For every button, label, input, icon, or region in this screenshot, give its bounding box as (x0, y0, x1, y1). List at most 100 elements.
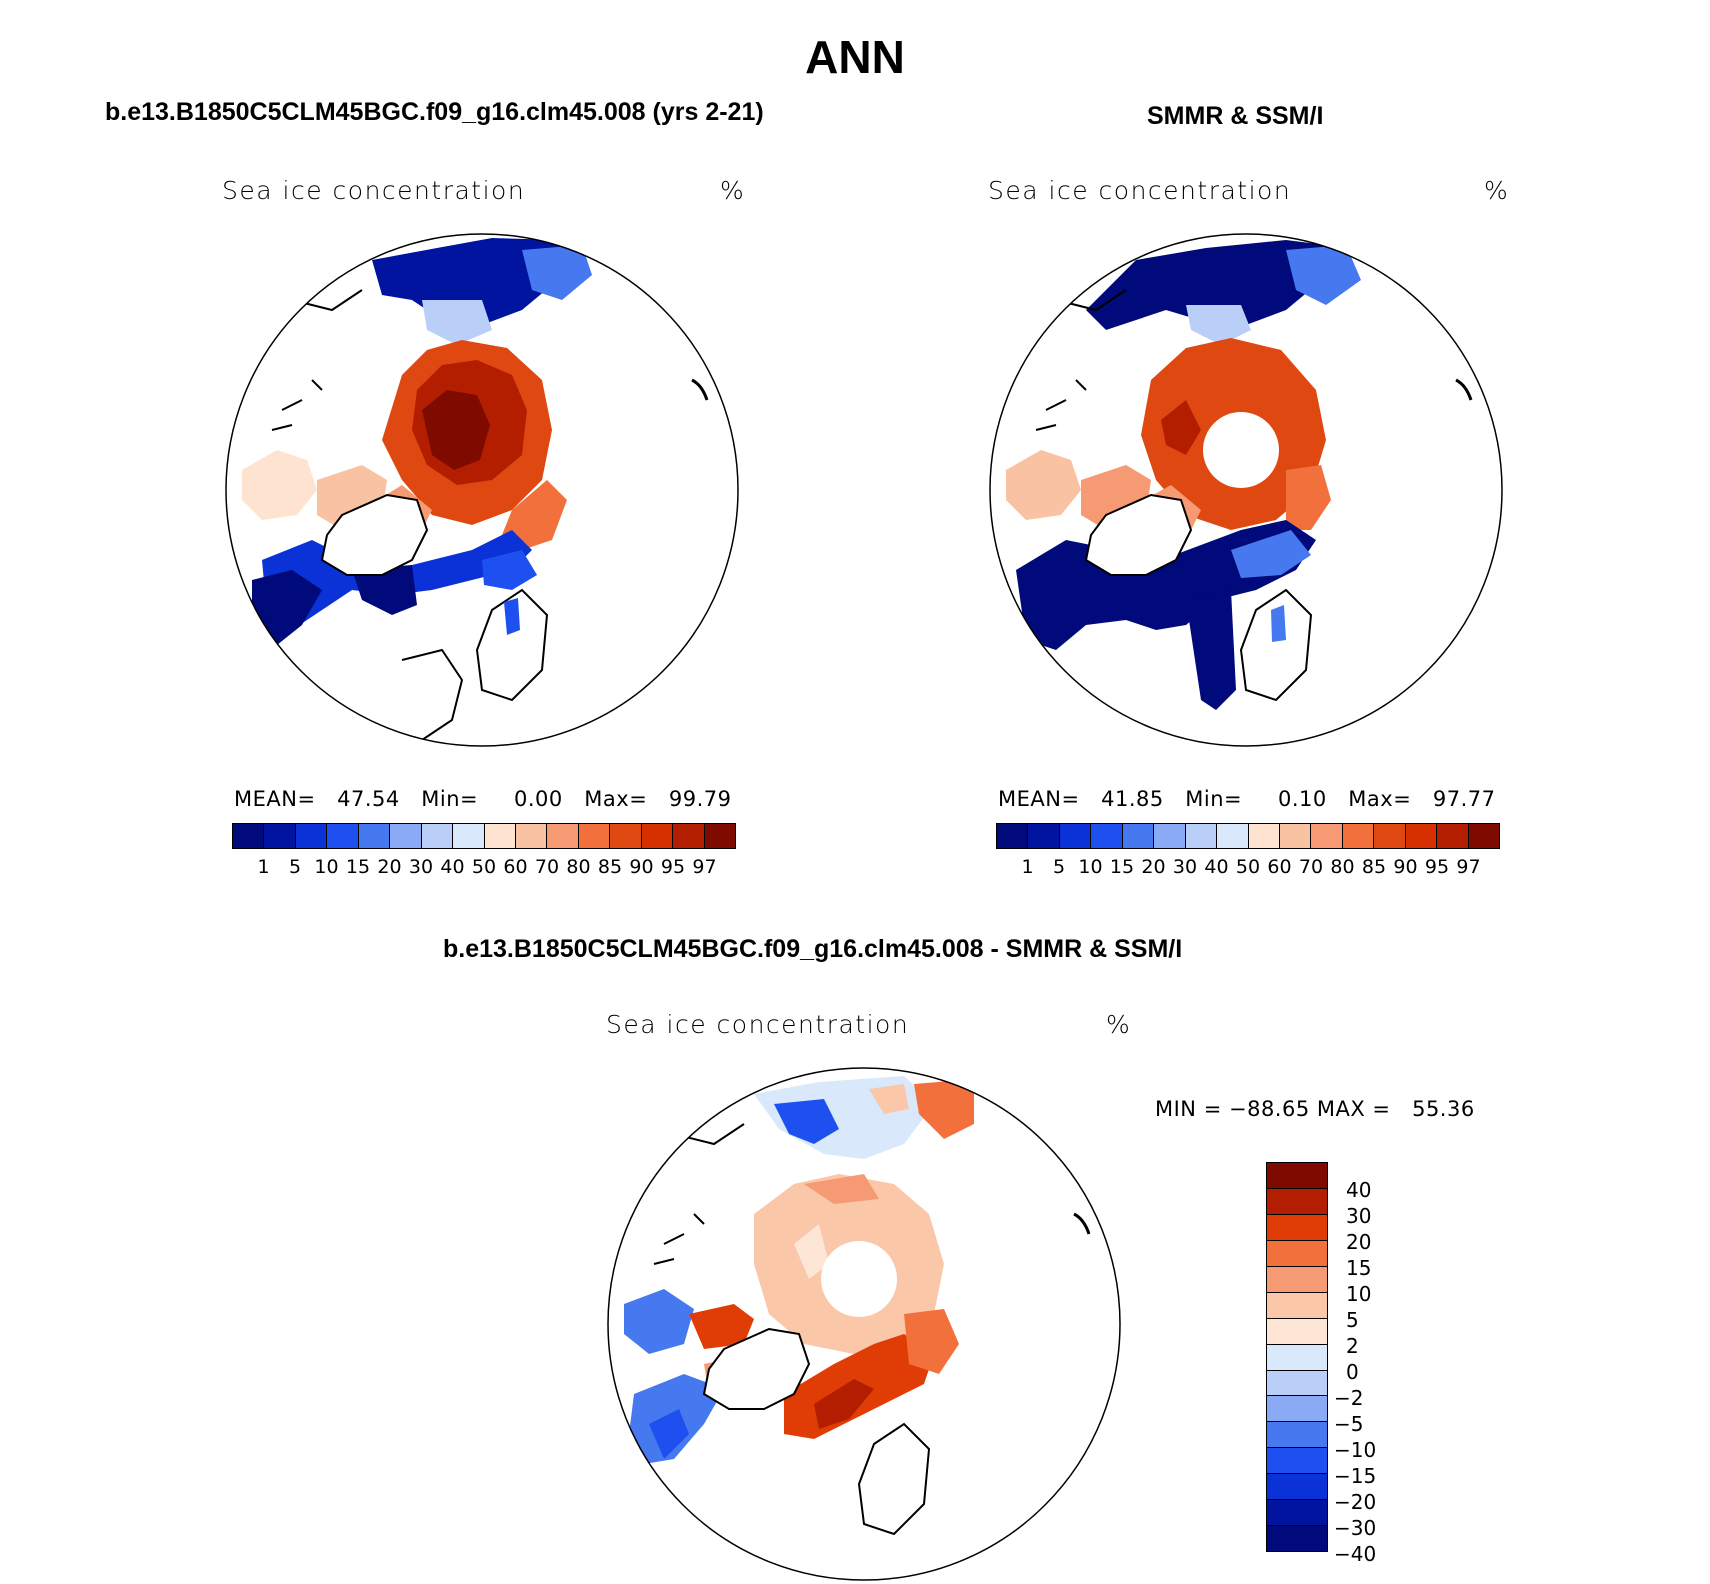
model-colorbar-cell (453, 824, 485, 848)
model-polar-map (225, 233, 739, 747)
diff-colorbar-tick-label: 2 (1346, 1334, 1359, 1358)
diff-colorbar-tick-label: −2 (1334, 1386, 1364, 1410)
model-colorbar-tick-label: 95 (660, 856, 686, 878)
diff-colorbar-cell (1267, 1500, 1327, 1527)
diff-variable-label: Sea ice concentration (606, 1010, 910, 1039)
obs-colorbar-ticks: 1 5 10 15 20 30 40 50 60 70 80 85 90 95 97 (996, 856, 1500, 880)
obs-colorbar-tick-label: 40 (1204, 856, 1229, 878)
diff-panel-title: b.e13.B1850C5CLM45BGC.f09_g16.clm45.008 … (443, 935, 1183, 963)
model-colorbar-tick-label: 10 (314, 856, 339, 878)
model-panel-title: b.e13.B1850C5CLM45BGC.f09_g16.clm45.008 … (105, 98, 764, 126)
diff-colorbar-cell (1267, 1526, 1327, 1552)
obs-colorbar-cell (1091, 824, 1123, 848)
obs-colorbar-tick-label: 80 (1330, 856, 1355, 878)
diff-colorbar-tick-label: 20 (1346, 1230, 1372, 1254)
model-colorbar-tick-label: 90 (629, 856, 654, 878)
model-colorbar-cell (295, 824, 328, 848)
obs-colorbar-tick-label: 90 (1393, 856, 1418, 878)
diff-colorbar-cell (1267, 1370, 1327, 1397)
diff-colorbar-ticks: 40 30 20 15 10 5 2 0 −2 −5 −10 −15 −20 −30 −40 (1334, 1162, 1414, 1566)
obs-colorbar-cell (1185, 824, 1218, 848)
diff-colorbar-tick-label: −10 (1334, 1438, 1377, 1462)
diff-colorbar-cell (1267, 1214, 1327, 1241)
diff-colorbar-tick-label: −40 (1334, 1542, 1377, 1566)
obs-colorbar-cell (1217, 824, 1249, 848)
obs-colorbar-tick-label: 10 (1078, 856, 1103, 878)
diff-colorbar-tick-label: 0 (1346, 1360, 1359, 1384)
obs-colorbar-cell (1279, 824, 1312, 848)
diff-colorbar-tick-label: −20 (1334, 1490, 1377, 1514)
obs-colorbar-tick-label: 1 (1021, 856, 1034, 878)
obs-colorbar-cell (1311, 824, 1343, 848)
obs-colorbar-cell (1342, 824, 1375, 848)
diff-pole-hole (821, 1241, 897, 1317)
obs-colorbar-tick-label: 5 (1052, 856, 1066, 878)
model-colorbar-cell (233, 824, 265, 848)
diff-polar-map (607, 1067, 1121, 1581)
diff-colorbar-cell (1267, 1188, 1327, 1215)
model-colorbar-ticks: 1 5 10 15 20 30 40 50 60 70 80 85 90 95 97 (232, 856, 736, 880)
model-colorbar-tick-label: 20 (377, 856, 402, 878)
model-colorbar-tick-label: 97 (692, 856, 717, 878)
model-colorbar-tick-label: 15 (345, 856, 371, 878)
model-colorbar-tick-label: 60 (503, 856, 528, 878)
diff-colorbar-cell (1267, 1163, 1327, 1189)
model-colorbar (232, 823, 736, 849)
diff-colorbar-tick-label: 40 (1346, 1178, 1372, 1202)
obs-colorbar-tick-label: 20 (1141, 856, 1166, 878)
diff-colorbar-cell (1267, 1292, 1327, 1319)
diff-colorbar-cell (1267, 1240, 1327, 1267)
diff-colorbar-cell (1267, 1266, 1327, 1293)
obs-colorbar-tick-label: 50 (1235, 856, 1261, 878)
obs-stats: MEAN= 41.85 Min= 0.10 Max= 97.77 (998, 787, 1496, 811)
diff-colorbar-cell (1267, 1448, 1327, 1475)
model-units-label: % (720, 176, 746, 205)
model-colorbar-cell (421, 824, 454, 848)
diff-colorbar-tick-label: 30 (1346, 1204, 1372, 1228)
model-colorbar-tick-label: 5 (288, 856, 302, 878)
obs-colorbar-cell (1154, 824, 1186, 848)
model-greenland-land (320, 493, 429, 576)
obs-colorbar-tick-label: 85 (1361, 856, 1387, 878)
model-colorbar-tick-label: 80 (566, 856, 591, 878)
model-colorbar-cell (484, 824, 516, 848)
obs-colorbar-cell (1405, 824, 1438, 848)
obs-bering-ice (1086, 240, 1326, 330)
obs-colorbar-tick-label: 60 (1267, 856, 1292, 878)
diff-colorbar-cell (1267, 1396, 1327, 1423)
diff-colorbar-cell (1267, 1474, 1327, 1501)
diff-colorbar-tick-label: −5 (1334, 1412, 1364, 1436)
model-colorbar-tick-label: 50 (471, 856, 497, 878)
model-colorbar-tick-label: 40 (440, 856, 465, 878)
diff-colorbar-cell (1267, 1422, 1327, 1449)
diff-colorbar-cell (1267, 1318, 1327, 1345)
diff-colorbar-cell (1267, 1344, 1327, 1371)
diff-colorbar (1266, 1162, 1328, 1552)
obs-units-label: % (1484, 176, 1510, 205)
obs-colorbar-tick-label: 97 (1456, 856, 1481, 878)
diff-colorbar-tick-label: −15 (1334, 1464, 1377, 1488)
obs-colorbar-cell (1248, 824, 1280, 848)
obs-colorbar-cell (1122, 824, 1155, 848)
model-stats: MEAN= 47.54 Min= 0.00 Max= 99.79 (234, 787, 732, 811)
model-colorbar-cell (327, 824, 359, 848)
obs-colorbar-cell (1059, 824, 1092, 848)
obs-colorbar-cell (1374, 824, 1406, 848)
model-colorbar-cell (264, 824, 296, 848)
model-colorbar-tick-label: 85 (597, 856, 623, 878)
obs-polar-map (989, 233, 1503, 747)
diff-colorbar-tick-label: 15 (1346, 1256, 1372, 1280)
obs-panel-title: SMMR & SSM/I (1147, 102, 1324, 130)
obs-colorbar-tick-label: 95 (1424, 856, 1450, 878)
model-colorbar-cell (641, 824, 674, 848)
obs-colorbar-tick-label: 70 (1298, 856, 1324, 878)
model-colorbar-tick-label: 30 (408, 856, 434, 878)
obs-colorbar-tick-label: 15 (1109, 856, 1135, 878)
model-colorbar-cell (390, 824, 422, 848)
diff-stats: MIN = −88.65 MAX = 55.36 (1155, 1097, 1475, 1121)
obs-colorbar-cell (1437, 824, 1469, 848)
model-variable-label: Sea ice concentration (222, 176, 526, 205)
figure-title: ANN (805, 31, 905, 83)
model-colorbar-cell (673, 824, 705, 848)
model-colorbar-cell (515, 824, 548, 848)
